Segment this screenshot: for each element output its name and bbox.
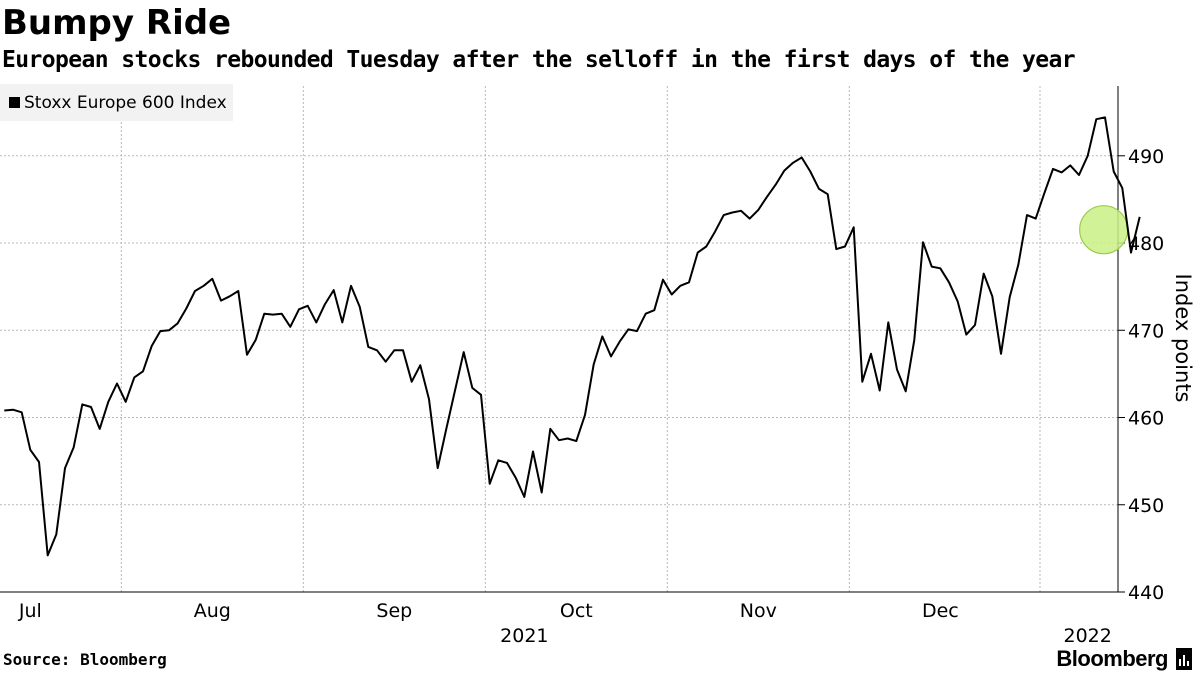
x-tick-label-oct: Oct [560, 600, 593, 622]
x-tick-label-jul: Jul [18, 600, 42, 622]
source-note: Source: Bloomberg [3, 650, 167, 669]
legend-label: Stoxx Europe 600 Index [24, 92, 227, 113]
y-tick-label-490: 490 [1128, 146, 1164, 168]
x-year-label-2021: 2021 [500, 625, 548, 647]
bloomberg-logo-icon [1176, 648, 1192, 670]
y-tick-label-470: 470 [1128, 320, 1164, 342]
chart-title: Bumpy Ride [2, 3, 232, 43]
series-line-stoxx-600 [4, 116, 1141, 557]
brand: Bloomberg [1056, 646, 1192, 672]
x-tick-label-sep: Sep [376, 600, 412, 622]
brand-name: Bloomberg [1056, 646, 1168, 671]
x-tick-label-aug: Aug [194, 600, 231, 622]
y-tick-label-440: 440 [1128, 582, 1164, 604]
series [4, 116, 1141, 557]
gridlines [0, 86, 1118, 592]
legend-swatch [9, 97, 20, 108]
axis-labels: 440 450 460 470 480 490 Jul Aug Sep Oct Nov Dec 2021… [18, 146, 1164, 647]
y-axis-title: Index points [1171, 274, 1195, 403]
x-tick-label-dec: Dec [922, 600, 959, 622]
y-tick-label-460: 460 [1128, 408, 1164, 430]
x-tick-label-nov: Nov [740, 600, 777, 622]
highlight-circle [1079, 205, 1129, 255]
x-year-label-2022: 2022 [1063, 625, 1111, 647]
axes [0, 86, 1125, 593]
chart-legend: Stoxx Europe 600 Index [0, 84, 233, 121]
y-tick-label-450: 450 [1128, 495, 1164, 517]
y-tick-label-480: 480 [1128, 233, 1164, 255]
chart-subtitle: European stocks rebounded Tuesday after … [2, 47, 1076, 73]
